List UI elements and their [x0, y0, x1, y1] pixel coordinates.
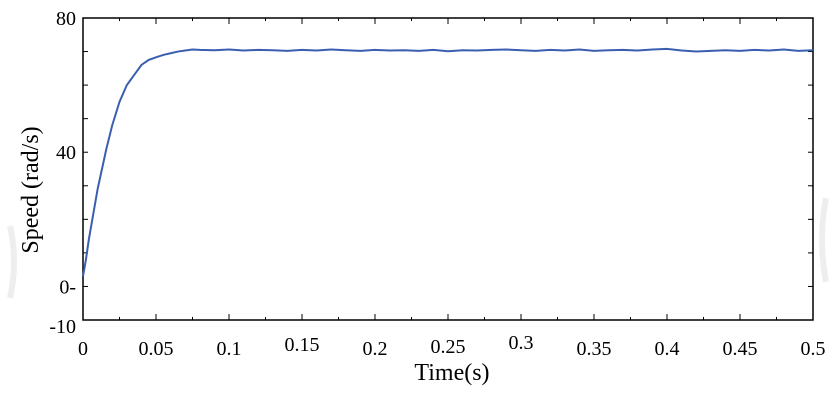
- x-tick-label: 0.4: [655, 338, 680, 360]
- x-tick-label: 0.1: [217, 338, 242, 360]
- y-tick-label: 0-: [59, 276, 76, 298]
- y-tick-label: 40: [56, 142, 76, 164]
- x-tick-label: 0.15: [285, 334, 320, 356]
- x-tick-label: 0: [78, 338, 88, 360]
- plot-frame: [82, 17, 814, 321]
- x-tick-label: 0.45: [723, 338, 758, 360]
- x-tick-label: 0.3: [509, 332, 534, 354]
- y-axis-label: Speed (rad/s): [18, 126, 44, 253]
- x-tick-label: 0.05: [139, 338, 174, 360]
- watermark: [7, 197, 829, 299]
- y-tick-label: -10: [49, 316, 76, 338]
- x-tick-label: 0.35: [577, 338, 612, 360]
- x-axis-label: Time(s): [414, 360, 489, 386]
- axis-ticks: [82, 17, 814, 321]
- y-tick-label: 80: [56, 8, 76, 30]
- tick-labels: 0 0.05 0.1 0.15 0.2 0.25 0.3 0.35 0.4 0.45 0.5 80 40…: [49, 8, 825, 360]
- x-tick-label: 0.5: [801, 338, 826, 360]
- speed-series-line: [82, 47, 814, 277]
- x-tick-label: 0.2: [363, 338, 388, 360]
- x-tick-label: 0.25: [431, 336, 466, 358]
